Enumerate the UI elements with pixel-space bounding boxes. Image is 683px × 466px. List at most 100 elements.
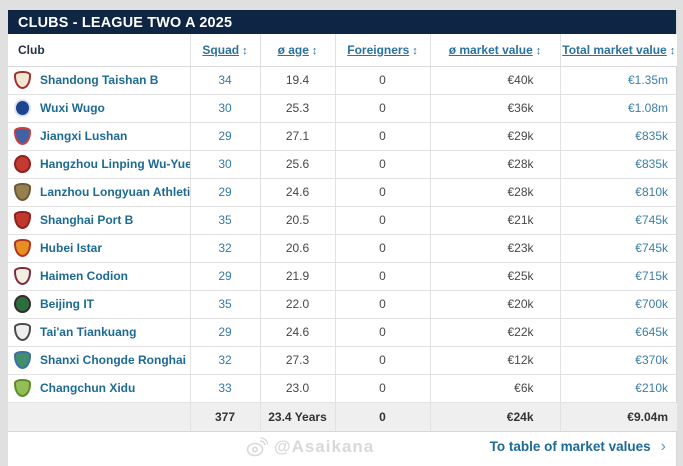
club-crest-icon <box>14 155 31 173</box>
total-market-value-link[interactable]: €700k <box>560 290 677 319</box>
squad-count[interactable]: 29 <box>190 318 261 347</box>
club-name-link[interactable]: Shanghai Port B <box>40 213 134 227</box>
table-row: Shandong Taishan B 34 19.4 0 €40k €1.35m <box>8 66 677 95</box>
foreigners-count: 0 <box>335 122 431 151</box>
foreigners-count: 0 <box>335 374 431 403</box>
club-name-link[interactable]: Beijing IT <box>40 297 94 311</box>
club-name-link[interactable]: Hubei Istar <box>40 241 103 255</box>
avg-age-value: 24.6 <box>260 178 336 207</box>
sort-arrows-icon[interactable]: ↕ <box>669 44 676 57</box>
table-row: Changchun Xidu 33 23.0 0 €6k €210k <box>8 374 677 403</box>
avg-market-value: €6k <box>430 374 561 403</box>
club-cell: Hubei Istar <box>8 234 191 263</box>
weibo-icon <box>246 436 268 456</box>
club-cell: Tai'an Tiankuang <box>8 318 191 347</box>
club-cell: Lanzhou Longyuan Athletic <box>8 178 191 207</box>
club-cell: Changchun Xidu <box>8 374 191 403</box>
avg-market-value: €36k <box>430 94 561 123</box>
club-crest-icon <box>14 99 31 117</box>
club-crest-icon <box>14 295 31 313</box>
column-header-avg-market-value: ø market value ↕ <box>430 34 561 67</box>
total-market-value-link[interactable]: €1.35m <box>560 66 677 95</box>
club-cell: Hangzhou Linping Wu-Yue <box>8 150 191 179</box>
foreigners-count: 0 <box>335 346 431 375</box>
squad-count[interactable]: 35 <box>190 206 261 235</box>
squad-count[interactable]: 35 <box>190 290 261 319</box>
club-name-link[interactable]: Shandong Taishan B <box>40 73 159 87</box>
total-market-value-link[interactable]: €210k <box>560 374 677 403</box>
squad-count[interactable]: 30 <box>190 150 261 179</box>
foreigners-count: 0 <box>335 234 431 263</box>
market-values-link-label[interactable]: To table of market values <box>489 439 651 454</box>
sort-arrows-icon[interactable]: ↕ <box>412 44 418 57</box>
total-market-value-link[interactable]: €715k <box>560 262 677 291</box>
sort-link-avg-age[interactable]: ø age <box>277 42 309 57</box>
avg-age-value: 27.1 <box>260 122 336 151</box>
market-values-link[interactable]: To table of market values › <box>489 437 666 455</box>
table-row: Hangzhou Linping Wu-Yue 30 25.6 0 €28k €… <box>8 150 677 179</box>
squad-count[interactable]: 29 <box>190 122 261 151</box>
total-market-value-link[interactable]: €745k <box>560 206 677 235</box>
squad-count[interactable]: 29 <box>190 262 261 291</box>
squad-count[interactable]: 29 <box>190 178 261 207</box>
club-cell: Wuxi Wugo <box>8 94 191 123</box>
clubs-table: Club Squad ↕ ø age ↕ Foreigners ↕ ø market … <box>8 34 677 432</box>
sort-arrows-icon[interactable]: ↕ <box>311 44 318 57</box>
club-name-link[interactable]: Shanxi Chongde Ronghai <box>40 353 186 367</box>
avg-age-value: 20.6 <box>260 234 336 263</box>
sort-link-total-market-value[interactable]: Total market value <box>562 42 667 57</box>
avg-market-value: €25k <box>430 262 561 291</box>
sort-link-foreigners[interactable]: Foreigners <box>347 42 410 57</box>
total-market-value-link[interactable]: €835k <box>560 150 677 179</box>
squad-count[interactable]: 30 <box>190 94 261 123</box>
avg-market-value: €28k <box>430 178 561 207</box>
club-name-link[interactable]: Tai'an Tiankuang <box>40 325 137 339</box>
sort-arrows-icon[interactable]: ↕ <box>535 44 542 57</box>
squad-count[interactable]: 33 <box>190 374 261 403</box>
squad-count[interactable]: 34 <box>190 66 261 95</box>
club-name-link[interactable]: Lanzhou Longyuan Athletic <box>40 185 190 199</box>
club-cell: Shanghai Port B <box>8 206 191 235</box>
avg-market-value: €20k <box>430 290 561 319</box>
total-market-value-link[interactable]: €1.08m <box>560 94 677 123</box>
total-market-value-link[interactable]: €370k <box>560 346 677 375</box>
total-market-value-link[interactable]: €745k <box>560 234 677 263</box>
sort-link-avg-market-value[interactable]: ø market value <box>448 42 533 57</box>
club-crest-icon <box>14 323 31 341</box>
total-market-value-link[interactable]: €645k <box>560 318 677 347</box>
totals-total-market-value: €9.04m <box>560 402 677 432</box>
avg-market-value: €40k <box>430 66 561 95</box>
club-name-link[interactable]: Hangzhou Linping Wu-Yue <box>40 157 190 171</box>
watermark-text: @Asaikana <box>274 436 375 456</box>
avg-market-value: €21k <box>430 206 561 235</box>
club-name-link[interactable]: Haimen Codion <box>40 269 129 283</box>
foreigners-count: 0 <box>335 178 431 207</box>
club-cell: Shanxi Chongde Ronghai <box>8 346 191 375</box>
watermark: @Asaikana <box>246 437 374 457</box>
club-crest-icon <box>14 267 31 285</box>
totals-squad: 377 <box>190 402 261 432</box>
club-cell: Shandong Taishan B <box>8 66 191 95</box>
avg-age-value: 25.3 <box>260 94 336 123</box>
chevron-right-icon: › <box>660 437 666 455</box>
sort-arrows-icon[interactable]: ↕ <box>242 44 248 57</box>
total-market-value-link[interactable]: €810k <box>560 178 677 207</box>
club-name-link[interactable]: Jiangxi Lushan <box>40 129 128 143</box>
avg-age-value: 24.6 <box>260 318 336 347</box>
avg-age-value: 21.9 <box>260 262 336 291</box>
totals-empty-cell <box>8 402 191 432</box>
table-header-row: Club Squad ↕ ø age ↕ Foreigners ↕ ø market … <box>8 34 677 67</box>
club-name-link[interactable]: Changchun Xidu <box>40 381 136 395</box>
club-cell: Jiangxi Lushan <box>8 122 191 151</box>
table-row: Wuxi Wugo 30 25.3 0 €36k €1.08m <box>8 94 677 123</box>
squad-count[interactable]: 32 <box>190 234 261 263</box>
squad-count[interactable]: 32 <box>190 346 261 375</box>
sort-link-squad[interactable]: Squad <box>202 42 240 57</box>
total-market-value-link[interactable]: €835k <box>560 122 677 151</box>
avg-age-value: 27.3 <box>260 346 336 375</box>
club-crest-icon <box>14 379 31 397</box>
club-crest-icon <box>14 239 31 257</box>
club-name-link[interactable]: Wuxi Wugo <box>40 101 105 115</box>
avg-age-value: 23.0 <box>260 374 336 403</box>
table-row: Lanzhou Longyuan Athletic 29 24.6 0 €28k… <box>8 178 677 207</box>
